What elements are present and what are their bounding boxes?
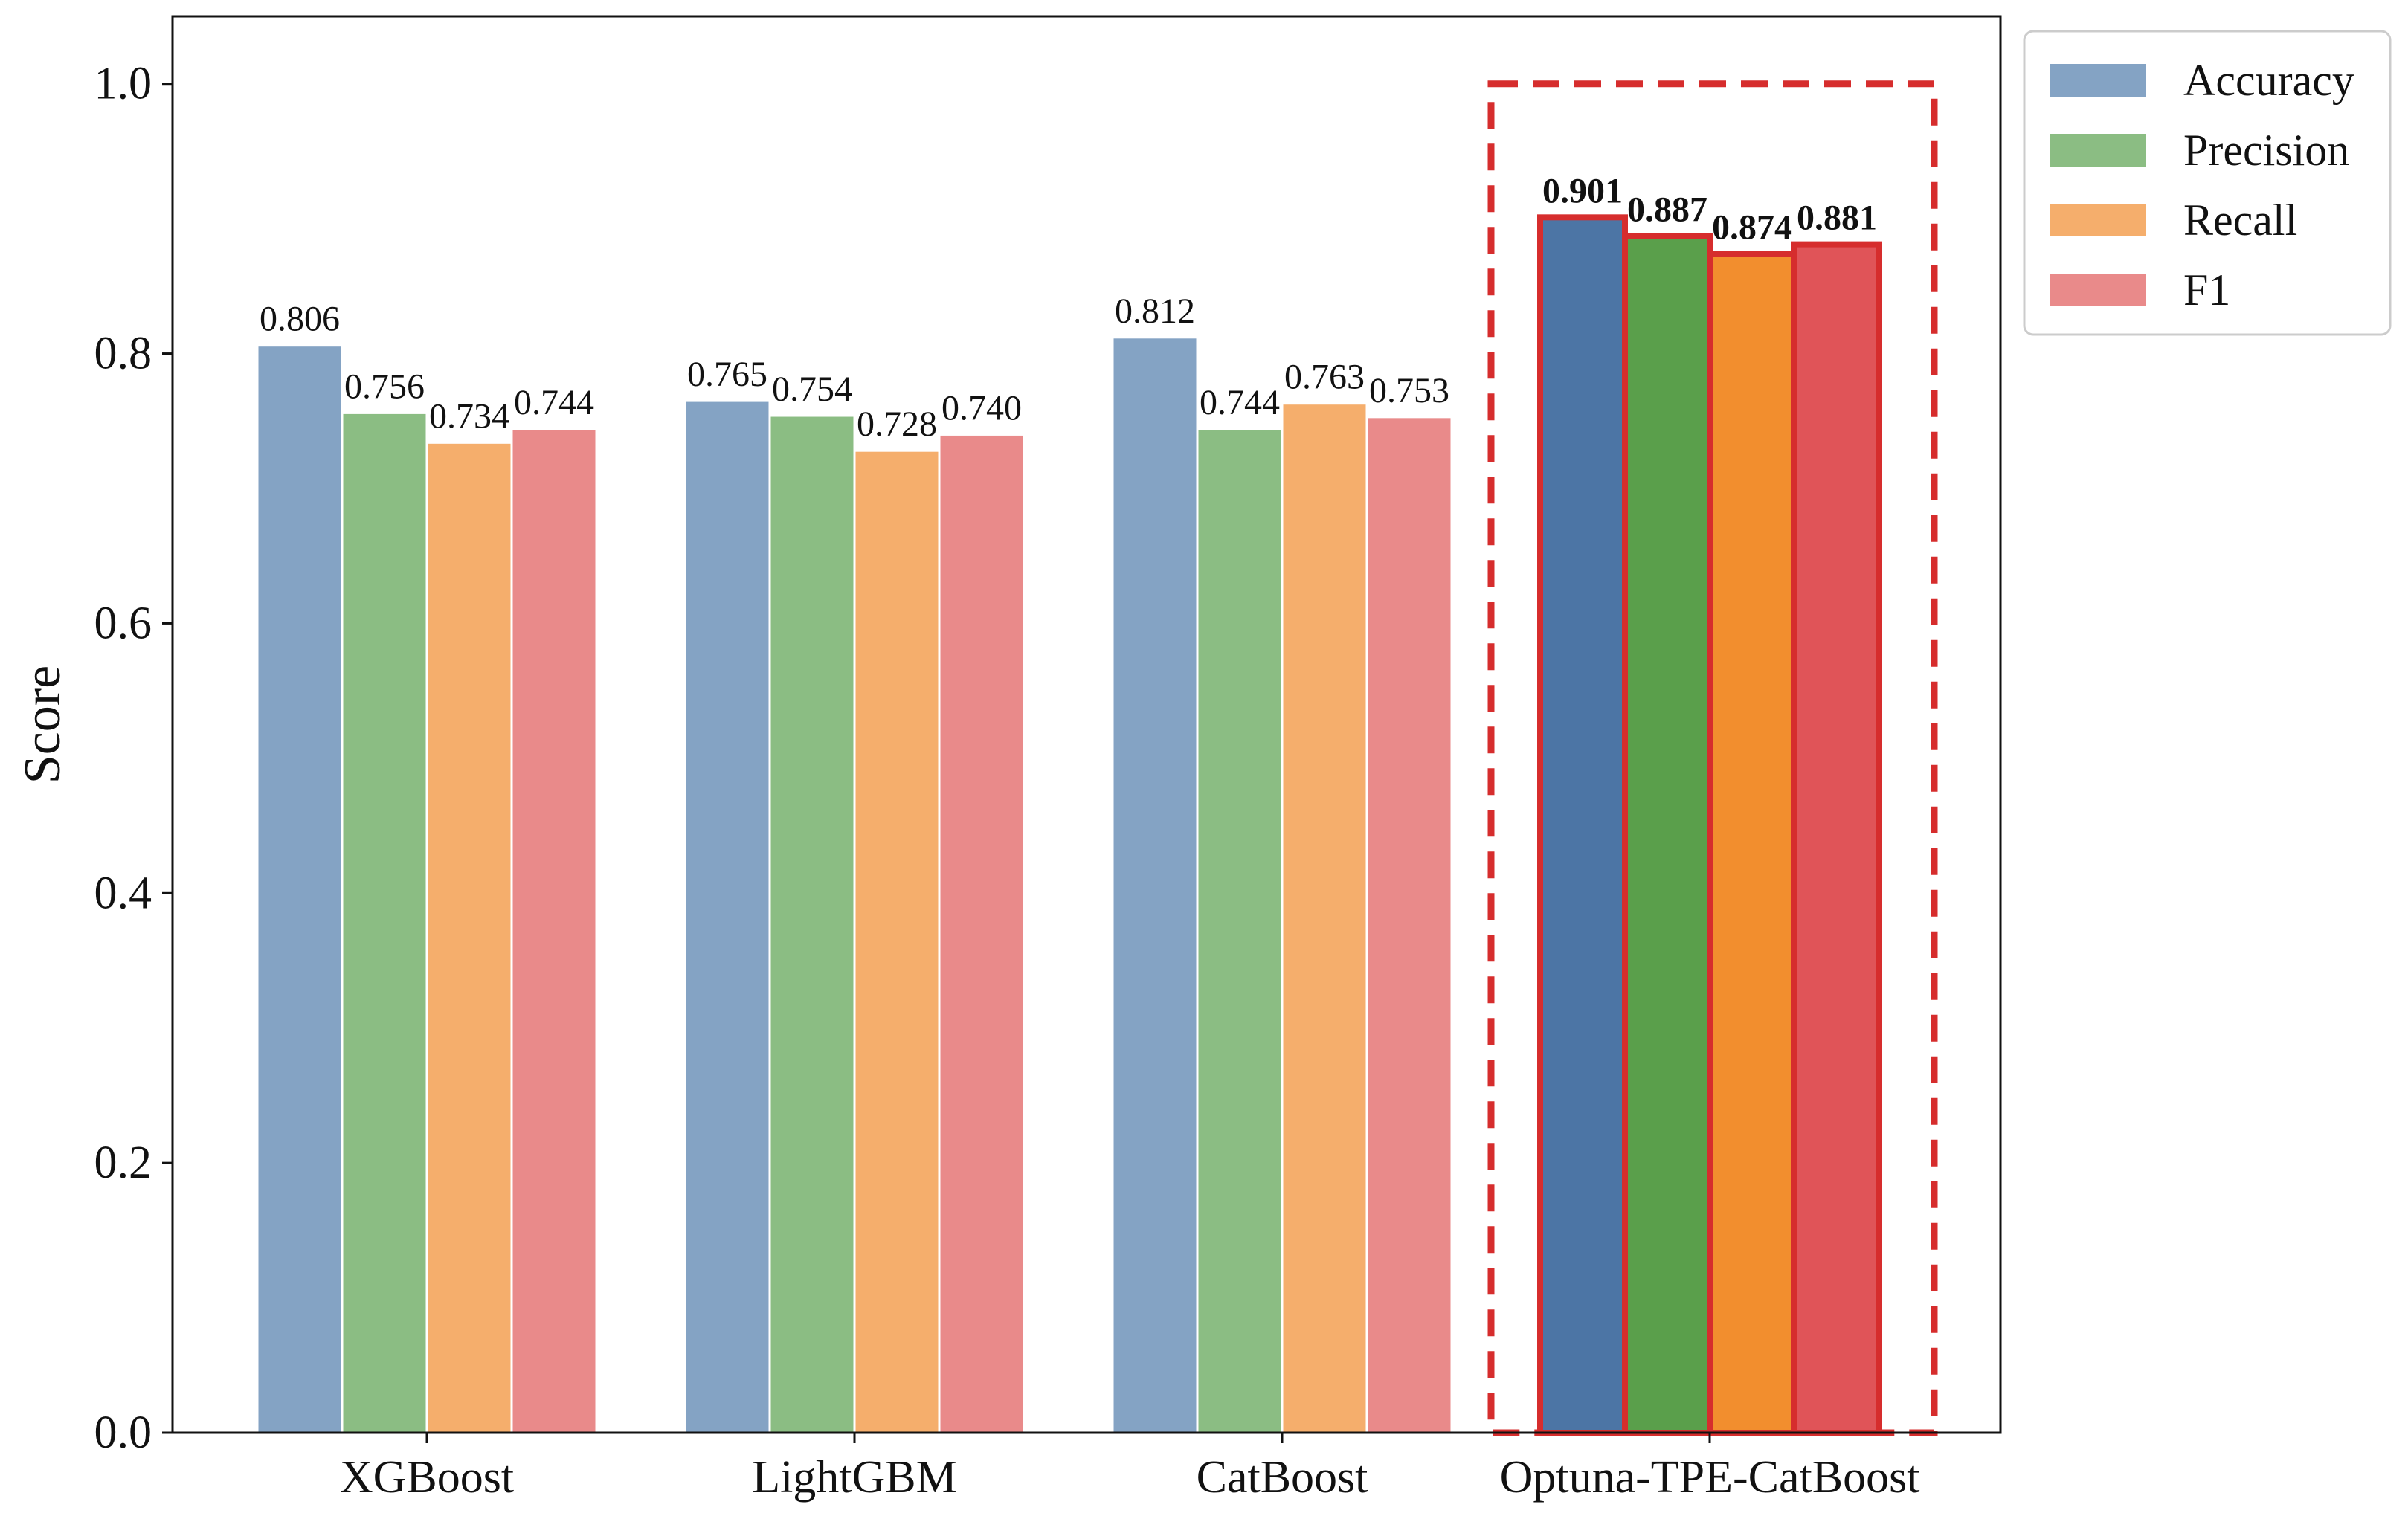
legend-swatch-accuracy [2050,64,2146,97]
value-label-precision-lightgbm: 0.754 [772,370,852,409]
value-label-f1-catboost: 0.753 [1369,371,1449,410]
legend-label-precision: Precision [2183,126,2349,175]
bar-f1-optuna-tpe-catboost [1791,241,1882,1436]
bar-accuracy-lightgbm [683,399,771,1434]
value-label-precision-catboost: 0.744 [1200,383,1280,422]
value-label-f1-xgboost: 0.744 [514,383,594,422]
plot-frame [171,15,2002,1434]
value-label-recall-catboost: 0.763 [1284,358,1365,397]
value-label-accuracy-lightgbm: 0.765 [687,355,767,394]
bar-recall-optuna-tpe-catboost [1707,251,1797,1436]
value-label-recall-xgboost: 0.734 [429,396,509,436]
y-tick-label-1.0: 1.0 [94,59,152,109]
y-tick-label-0.6: 0.6 [94,598,152,648]
y-axis-title: Score [14,665,71,784]
legend-label-accuracy: Accuracy [2183,56,2354,105]
value-label-recall-optuna-tpe-catboost: 0.874 [1712,207,1792,247]
legend-label-f1: F1 [2183,265,2230,315]
value-label-recall-lightgbm: 0.728 [857,404,937,444]
value-label-f1-lightgbm: 0.740 [941,388,1022,428]
bar-precision-catboost [1196,428,1284,1434]
bar-accuracy-catboost [1111,336,1199,1434]
legend-box [2023,30,2392,336]
legend-swatch-precision [2050,134,2146,167]
bar-f1-catboost [1365,416,1453,1434]
value-label-accuracy-catboost: 0.812 [1115,291,1195,331]
legend-swatch-f1 [2050,274,2146,306]
value-label-accuracy-optuna-tpe-catboost: 0.901 [1542,171,1623,210]
y-tick-label-0.8: 0.8 [94,329,152,379]
value-label-accuracy-xgboost: 0.806 [260,300,340,339]
x-tick-label-catboost: CatBoost [1197,1452,1368,1503]
bar-precision-optuna-tpe-catboost [1622,233,1713,1436]
legend-swatch-recall [2050,204,2146,236]
value-label-f1-optuna-tpe-catboost: 0.881 [1797,199,1877,238]
value-label-precision-xgboost: 0.756 [344,367,425,406]
bar-f1-lightgbm [938,433,1026,1434]
bar-precision-lightgbm [768,414,856,1434]
bar-recall-xgboost [425,441,513,1434]
value-label-precision-optuna-tpe-catboost: 0.887 [1627,190,1707,230]
x-tick-label-optuna-tpe-catboost: Optuna-TPE-CatBoost [1500,1452,1920,1503]
bar-accuracy-optuna-tpe-catboost [1537,214,1628,1436]
bar-recall-lightgbm [853,449,941,1434]
x-tick-label-lightgbm: LightGBM [752,1452,957,1503]
bar-recall-catboost [1281,402,1368,1434]
y-tick-label-0.2: 0.2 [94,1138,152,1188]
y-tick-label-0.0: 0.0 [94,1407,152,1458]
bar-f1-xgboost [510,428,598,1434]
bar-precision-xgboost [341,411,428,1434]
legend-label-recall: Recall [2183,196,2297,245]
bar-accuracy-xgboost [256,344,344,1434]
x-tick-label-xgboost: XGBoost [340,1452,514,1503]
y-tick-label-0.4: 0.4 [94,868,152,918]
